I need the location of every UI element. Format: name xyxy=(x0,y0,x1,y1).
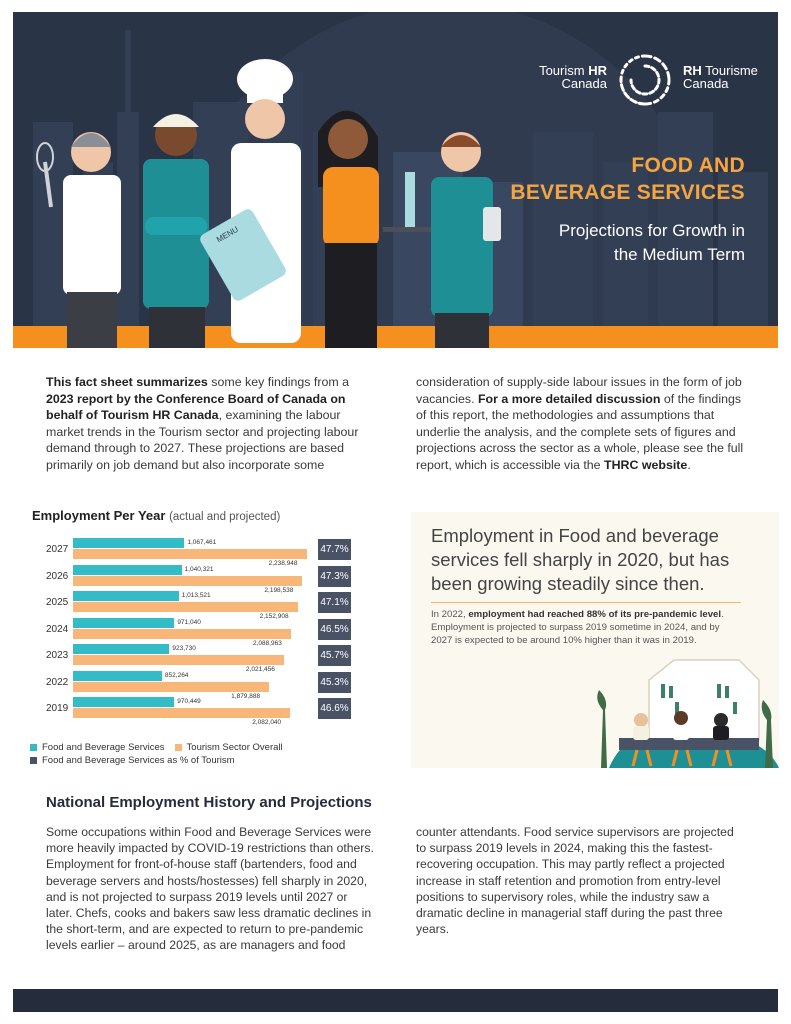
callout-text-1: In 2022, xyxy=(431,609,469,620)
percent-badge-2027: 47.7% xyxy=(318,539,351,560)
chart-legend: Food and Beverage Services Tourism Sector… xyxy=(30,742,370,768)
value-tourism-2027: 2,238,948 xyxy=(268,560,298,567)
intro-text-3: of the findings of this report, the meth… xyxy=(416,391,744,472)
page-title-line2: BEVERAGE SERVICES xyxy=(510,181,745,204)
value-tourism-2019: 2,082,040 xyxy=(252,719,282,726)
year-label-2022: 2022 xyxy=(46,676,69,688)
thrc-website-link[interactable]: THRC website xyxy=(604,457,688,472)
bar-tourism-2022 xyxy=(73,681,270,692)
callout-highlight: employment had reached 88% of its pre-pa… xyxy=(468,609,722,620)
chart-title-note: (actual and projected) xyxy=(169,511,281,523)
percent-badge-2019: 46.6% xyxy=(318,698,351,719)
bar-tourism-2025 xyxy=(73,602,298,612)
bar-food-beverage-2023 xyxy=(73,644,170,654)
legend-row-1: Food and Beverage Services Tourism Sector… xyxy=(30,742,370,755)
logo-text-canada: Canada xyxy=(561,76,607,91)
footer-bar xyxy=(13,989,778,1012)
bar-scene-illustration xyxy=(597,659,779,768)
legend-label-0: Food and Beverage Services xyxy=(42,742,165,753)
legend-item-2: Food and Beverage Services as % of Touri… xyxy=(30,755,235,766)
value-food-beverage-2022: 852,264 xyxy=(164,671,189,679)
percent-badge-2025: 47.1% xyxy=(318,592,351,613)
callout-body: In 2022, employment had reached 88% of i… xyxy=(431,608,731,648)
logo-text-canada-fr: Canada xyxy=(683,76,729,91)
legend-label-2: Food and Beverage Services as % of Touri… xyxy=(42,755,235,766)
bar-tourism-2019 xyxy=(73,708,291,718)
value-food-beverage-2023: 923,730 xyxy=(172,645,196,652)
legend-item-0: Food and Beverage Services xyxy=(30,742,165,753)
bar-food-beverage-2026 xyxy=(73,564,182,575)
logo-text-tourisme: Tourisme xyxy=(705,63,758,78)
page-title: FOOD AND BEVERAGE SERVICES xyxy=(445,152,745,206)
value-food-beverage-2024: 971,040 xyxy=(177,618,201,626)
year-label-2024: 2024 xyxy=(46,623,69,635)
legend-label-1: Tourism Sector Overall xyxy=(186,742,283,753)
bar-tourism-2027 xyxy=(73,549,307,559)
page-subtitle: Projections for Growth in the Medium Ter… xyxy=(485,219,745,267)
bar-tourism-2024 xyxy=(73,628,291,639)
year-label-2026: 2026 xyxy=(46,570,69,582)
percent-badge-2022: 45.3% xyxy=(318,671,351,693)
logo-text-hr: HR xyxy=(588,63,607,78)
logo-swirl-icon xyxy=(619,54,671,106)
bar-food-beverage-2024 xyxy=(73,617,175,628)
intro-report-ref: 2023 report by the Conference Board of C… xyxy=(46,391,346,423)
value-food-beverage-2026: 1,040,321 xyxy=(184,565,214,573)
percent-badge-2023: 45.7% xyxy=(318,645,351,666)
intro-lead: This fact sheet summarizes xyxy=(46,375,208,389)
intro-text-2: , examining the labour market trends in … xyxy=(46,375,742,472)
bar-food-beverage-2027 xyxy=(73,538,185,548)
hospitality-workers-illustration: MENU xyxy=(36,59,501,348)
bar-food-beverage-2022 xyxy=(73,670,162,681)
value-food-beverage-2019: 970,449 xyxy=(177,698,201,705)
chart-title: Employment Per Year (actual and projecte… xyxy=(32,508,280,523)
page-subtitle-line1: Projections for Growth in xyxy=(558,221,745,240)
tourism-hr-canada-logo: Tourism HR Canada RH Tourisme Canada xyxy=(527,50,767,112)
hero-banner: MENU Tourism HR Canada xyxy=(13,12,778,348)
intro-text-4: . xyxy=(687,457,691,472)
value-food-beverage-2027: 1,067,461 xyxy=(187,539,217,546)
intro-text-1: some key findings from a xyxy=(207,375,350,389)
legend-swatch-1 xyxy=(174,743,182,751)
bar-food-beverage-2025 xyxy=(73,591,179,601)
legend-swatch-0 xyxy=(30,743,37,751)
employment-bar-chart: 2027 1,067,461 2,238,948 47.7% 2026 1,040,321… xyxy=(40,530,360,775)
percent-badge-2026: 47.3% xyxy=(318,565,351,587)
employment-callout: Employment in Food and beverage services… xyxy=(411,512,779,768)
chart-title-main: Employment Per Year xyxy=(32,508,166,523)
page-subtitle-line2: the Medium Term xyxy=(613,245,745,264)
value-tourism-2025: 2,152,908 xyxy=(259,613,289,620)
logo-text-tourism: Tourism xyxy=(539,63,585,78)
value-tourism-2022: 1,879,888 xyxy=(231,692,261,700)
legend-row-2: Food and Beverage Services as % of Touri… xyxy=(30,755,370,768)
value-tourism-2024: 2,088,963 xyxy=(252,639,282,647)
bar-food-beverage-2019 xyxy=(73,697,175,707)
callout-divider xyxy=(431,602,741,603)
year-label-2023: 2023 xyxy=(46,650,69,661)
year-label-2019: 2019 xyxy=(46,703,69,714)
callout-headline: Employment in Food and beverage services… xyxy=(431,525,730,594)
section-body: Some occupations within Food and Beverag… xyxy=(46,825,734,953)
intro-text: This fact sheet summarizes some key find… xyxy=(46,374,746,489)
legend-swatch-2 xyxy=(30,756,37,764)
value-food-beverage-2025: 1,013,521 xyxy=(181,592,211,599)
value-tourism-2023: 2,021,456 xyxy=(245,666,275,673)
section-heading: National Employment History and Projecti… xyxy=(46,794,372,811)
legend-item-1: Tourism Sector Overall xyxy=(174,742,283,753)
bar-tourism-2023 xyxy=(73,655,284,665)
callout-text-2: . Employment is projected to surpass 201… xyxy=(431,609,724,647)
year-label-2027: 2027 xyxy=(46,544,69,555)
page-title-line1: FOOD AND xyxy=(631,154,745,177)
intro-discussion: For a more detailed discussion xyxy=(477,391,661,406)
year-label-2025: 2025 xyxy=(46,597,69,608)
logo-text-rh: RH xyxy=(683,63,702,78)
percent-badge-2024: 46.5% xyxy=(318,618,351,640)
value-tourism-2026: 2,198,538 xyxy=(264,586,294,594)
bar-tourism-2026 xyxy=(73,575,303,586)
